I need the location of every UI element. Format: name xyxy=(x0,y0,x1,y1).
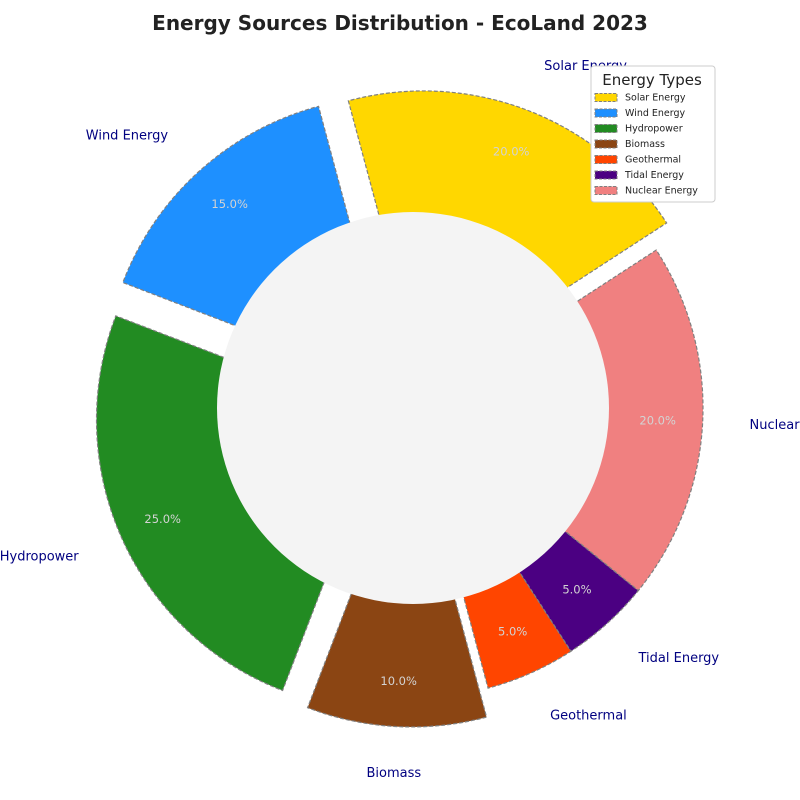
legend-label-biomass: Biomass xyxy=(625,139,665,150)
legend-swatch-hydropower xyxy=(594,124,618,133)
slice-label-geothermal: Geothermal xyxy=(550,708,627,723)
legend-items: Solar Energy Wind Energy Hydropower Biomass… xyxy=(594,93,698,197)
legend-frame xyxy=(590,65,716,203)
slice-label-biomass: Biomass xyxy=(367,766,422,781)
percent-label-tidal-energy: 5.0% xyxy=(562,583,591,597)
percent-label-geothermal: 5.0% xyxy=(498,624,527,638)
labels-group: Solar Energy 20.0% Wind Energy 15.0% Hydropo… xyxy=(0,59,800,781)
legend-label-solar-energy: Solar Energy xyxy=(625,93,686,104)
legend-label-geothermal: Geothermal xyxy=(625,155,681,166)
legend-swatch-tidal-energy xyxy=(594,170,618,180)
percent-label-solar-energy: 20.0% xyxy=(493,145,530,159)
percent-label-biomass: 10.0% xyxy=(380,674,417,688)
chart-title: Energy Sources Distribution - EcoLand 20… xyxy=(152,11,648,35)
percent-label-wind-energy: 15.0% xyxy=(211,197,248,211)
legend-title: Energy Types xyxy=(602,71,702,89)
legend: Energy Types Solar Energy Wind Energy Hydr… xyxy=(590,65,716,203)
legend-swatch-biomass xyxy=(594,139,618,149)
legend-label-tidal-energy: Tidal Energy xyxy=(624,170,684,181)
legend-label-wind-energy: Wind Energy xyxy=(625,108,686,119)
legend-label-nuclear-energy: Nuclear Energy xyxy=(625,186,698,197)
legend-swatch-geothermal xyxy=(594,155,618,164)
slice-label-tidal-energy: Tidal Energy xyxy=(638,651,720,666)
legend-swatch-solar-energy xyxy=(594,93,618,102)
percent-label-hydropower: 25.0% xyxy=(144,512,181,526)
legend-label-hydropower: Hydropower xyxy=(625,124,683,135)
legend-swatch-nuclear-energy xyxy=(594,186,618,195)
legend-swatch-wind-energy xyxy=(594,108,618,118)
percent-label-nuclear-energy: 20.0% xyxy=(639,413,676,427)
donut-hole xyxy=(217,212,609,604)
slice-label-nuclear-energy: Nuclear Energy xyxy=(750,418,800,433)
slice-label-hydropower: Hydropower xyxy=(0,549,79,564)
slice-label-wind-energy: Wind Energy xyxy=(86,129,169,144)
